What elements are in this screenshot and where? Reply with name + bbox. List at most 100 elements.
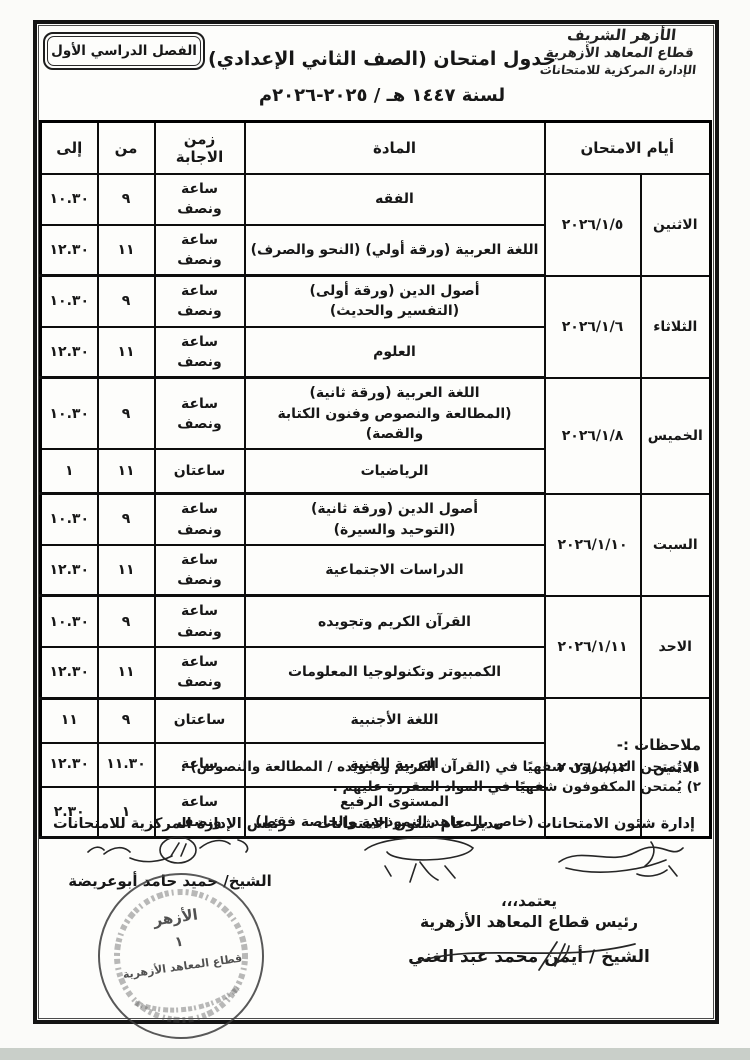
subject-cell: اللغة الأجنبية [243,697,546,744]
subject-cell: أصول الدين (ورقة ثانية) (التوحيد والسيرة… [243,492,546,546]
official-stamp: الأزهر ١ قطاع المعاهد الأزهرية [98,873,264,1039]
signature-title: إدارة شئون الامتحانات [536,816,696,832]
table-row: الاحد ٢٠٢٦/١/١١ القرآن الكريم وتجويده ساعة … [39,594,712,700]
from-cell: ٩ [96,274,156,328]
subject-cell: الكمبيوتر وتكنولوجيا المعلومات [243,646,546,700]
duration-cell: ساعتان [153,697,246,744]
stamp-number: ١ [174,934,185,951]
table-row: الاثنين ٢٠٢٦/١/٥ الفقه ساعة ونصف ٩ ١٠.٣٠ [39,173,712,277]
table-row: الاثنين ٢٠٢٦/١/١٢ اللغة الأجنبية ساعتان ٩ ١١ [39,697,712,839]
from-cell: ١١.٣٠ [96,741,156,788]
to-cell: ١٢.٣٠ [39,543,99,598]
subject-cell: أصول الدين (ورقة أولى) (التفسير والحديث) [243,274,546,328]
header-to: إلى [39,120,99,175]
to-cell: ١٠.٣٠ [39,492,99,546]
subject-cell: التربية الفنية [243,741,546,788]
to-cell: ١٢.٣٠ [39,325,99,380]
table-row: الدراسات الاجتماعية ساعة ونصف ١١ ١٢.٣٠ [39,543,711,598]
signature-block-exams-affairs: إدارة شئون الامتحانات [521,816,711,884]
table-row: العلوم ساعة ونصف ١١ ١٢.٣٠ [39,325,711,380]
from-cell: ١ [96,785,156,840]
signature-scribble [416,941,636,971]
to-cell: ١٠.٣٠ [39,173,99,226]
table-row: الثلاثاء ٢٠٢٦/١/٦ أصول الدين (ورقة أولى) (… [39,274,712,379]
day-cell: الاحد [639,594,712,700]
date-cell: ٢٠٢٦/١/٨ [543,376,642,495]
day-cell: الخميس [639,376,712,495]
to-cell: ١٠.٣٠ [39,594,99,649]
semester-badge-label: الفصل الدراسي الأول [47,36,201,66]
duration-cell: ساعة ونصف [153,274,246,328]
to-cell: ١٢.٣٠ [39,646,99,700]
table-row: الكمبيوتر وتكنولوجيا المعلومات ساعة ونصف ١… [39,646,711,700]
day-cell: السبت [639,492,712,597]
subject-cell: القرآن الكريم وتجويده [243,594,546,649]
to-cell: ١١ [39,697,99,744]
to-cell: ١٢.٣٠ [39,223,99,278]
day-cell: الثلاثاء [639,274,712,379]
to-cell: ١٠.٣٠ [39,274,99,328]
duration-cell: ساعة ونصف [153,376,246,451]
signature-scribble [558,841,684,877]
subject-cell: اللغة العربية (ورقة ثانية) (المطالعة وال… [243,376,546,451]
table-header-row: أيام الامتحان المادة زمن الاجابة من إلى [39,120,712,175]
table-row: المستوى الرفيع (خاص بالمعاهد النموذجية و… [39,785,711,840]
duration-cell: ساعة [153,741,246,788]
approval-block: يعتمد،،، رئيس قطاع المعاهد الأزهرية الشي… [387,892,671,971]
signature-block-central-admin-head: رئيس الإدارة المركزية للامتحانات الشيخ/ … [39,816,301,890]
duration-cell: ساعة ونصف [153,594,246,649]
org-line: الأزهر الشريف [566,26,678,44]
table-row: التربية الفنية ساعة ١١.٣٠ ١٢.٣٠ [39,741,711,788]
to-cell: ١ [39,448,99,496]
from-cell: ٩ [96,492,156,546]
to-cell: ١٠.٣٠ [39,376,99,451]
subject-cell: العلوم [243,325,546,380]
signature-scribble [87,836,249,864]
header-from: من [96,120,156,175]
exam-schedule-table: أيام الامتحان المادة زمن الاجابة من إلى … [39,120,712,840]
from-cell: ١١ [96,325,156,380]
duration-cell: ساعتان [153,448,246,496]
header-exam-days: أيام الامتحان [543,120,712,175]
approval-title: رئيس قطاع المعاهد الأزهرية [419,913,638,931]
from-cell: ١١ [96,543,156,598]
from-cell: ١١ [96,223,156,278]
day-cell: الاثنين [639,173,712,277]
date-cell: ٢٠٢٦/١/١١ [543,594,642,700]
subject-cell: الرياضيات [243,448,546,496]
note-item: ١) يُمتحن المبصرون شفهيًا في (القرآن الك… [180,759,701,775]
header-subject: المادة [243,120,546,175]
subject-cell: المستوى الرفيع (خاص بالمعاهد النموذجية و… [243,785,546,840]
semester-badge: الفصل الدراسي الأول [43,32,205,70]
duration-cell: ساعة ونصف [153,492,246,546]
approval-word: يعتمد،،، [500,892,558,910]
to-cell: ٢.٣٠ [39,785,99,840]
date-cell: ٢٠٢٦/١/٦ [543,274,642,379]
table-row: الخميس ٢٠٢٦/١/٨ اللغة العربية (ورقة ثانية)… [39,376,712,495]
duration-cell: ساعة ونصف [153,646,246,700]
signature-scribble [364,836,475,883]
signature-block-general-director: مدير عام شئون الامتحانات [301,816,519,888]
from-cell: ٩ [96,376,156,451]
page-title: جدول امتحان (الصف الثاني الإعدادي) [207,48,557,70]
from-cell: ٩ [96,173,156,226]
to-cell: ١٢.٣٠ [39,741,99,788]
signature-title: مدير عام شئون الامتحانات [316,816,504,832]
table-row: الرياضيات ساعتان ١١ ١ [39,448,711,496]
schedule-body: الاثنين ٢٠٢٦/١/٥ الفقه ساعة ونصف ٩ ١٠.٣٠ اللغة… [39,173,712,840]
duration-cell: ساعة ونصف [153,325,246,380]
subject-cell: اللغة العربية (ورقة أولي) (النحو والصرف) [243,223,546,278]
signature-title: رئيس الإدارة المركزية للامتحانات [53,816,287,832]
page-bottom-strip [0,1048,750,1060]
subject-cell: الدراسات الاجتماعية [243,543,546,598]
duration-cell: ساعة ونصف [153,223,246,278]
duration-cell: ساعة ونصف [153,173,246,226]
table-row: السبت ٢٠٢٦/١/١٠ أصول الدين (ورقة ثانية) (ا… [39,492,712,597]
from-cell: ١١ [96,448,156,496]
from-cell: ١١ [96,646,156,700]
note-item: ٢) يُمتحن المكفوفون شفهيًا في المواد الم… [332,779,701,795]
day-cell: الاثنين [639,697,712,839]
from-cell: ٩ [96,697,156,744]
subject-cell: الفقه [243,173,546,226]
document-frame: الفصل الدراسي الأول الأزهر الشريف قطاع ال… [33,20,719,1039]
